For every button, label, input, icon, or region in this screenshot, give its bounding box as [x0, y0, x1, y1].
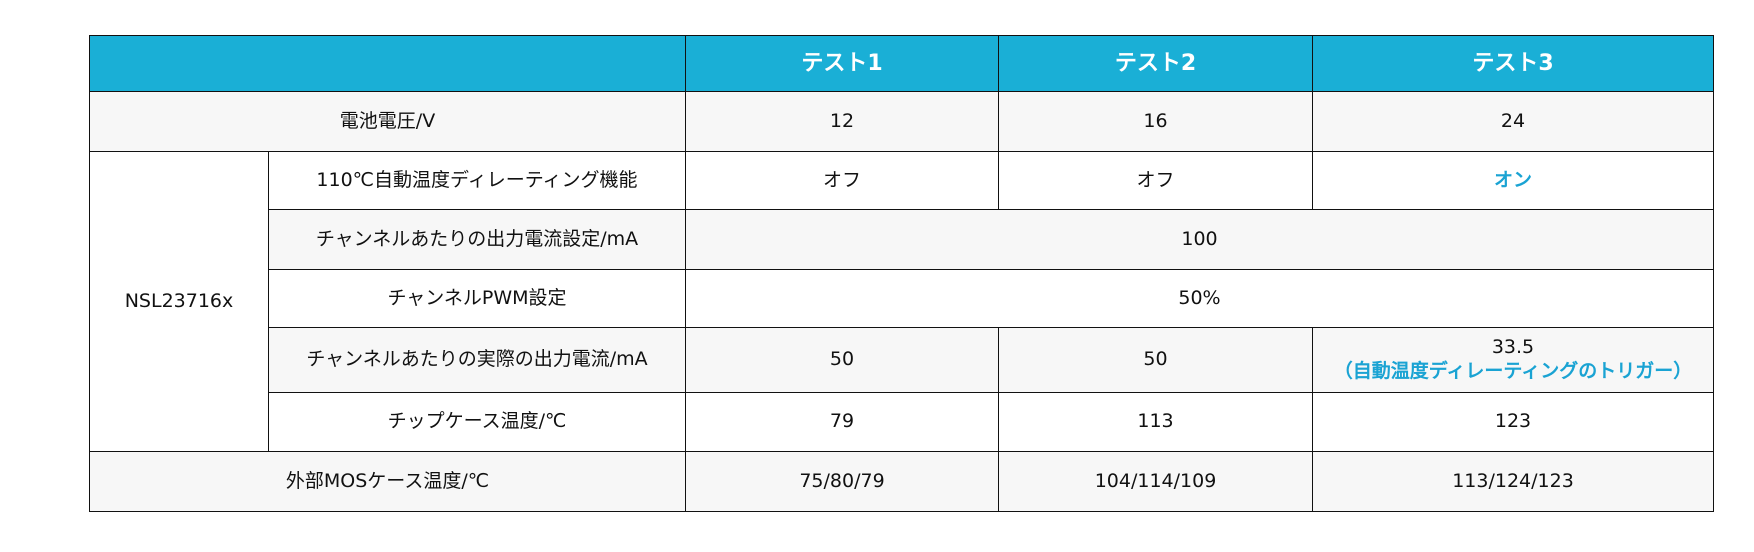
group-label: NSL23716x: [89, 151, 269, 452]
cell: 12: [685, 91, 999, 152]
cell: 113: [998, 392, 1313, 452]
row-label: チップケース温度/℃: [268, 392, 686, 452]
cell: オフ: [998, 151, 1313, 210]
cell: 50: [685, 327, 999, 393]
row-actual-current: チャンネルあたりの実際の出力電流/mA 50 50 33.5 （自動温度ディレー…: [90, 327, 1714, 393]
cell: 104/114/109: [998, 451, 1313, 512]
row-mos-temp: 外部MOSケース温度/℃ 75/80/79 104/114/109 113/12…: [89, 451, 1714, 512]
row-label: チャンネルあたりの実際の出力電流/mA: [268, 327, 686, 393]
row-label: チャンネルあたりの出力電流設定/mA: [268, 209, 686, 270]
cell: 16: [998, 91, 1313, 152]
row-chip-temp: チップケース温度/℃ 79 113 123: [90, 392, 1714, 452]
derating-trigger-note: （自動温度ディレーティングのトリガー）: [1333, 360, 1693, 382]
header-test2: テスト2: [998, 35, 1313, 92]
header-blank: [89, 35, 686, 92]
cell-on: オン: [1312, 151, 1714, 210]
header-test1: テスト1: [685, 35, 999, 92]
test-results-table: テスト1 テスト2 テスト3 電池電圧/V 12 16 24 NSL23716x…: [89, 35, 1714, 512]
cell: 79: [685, 392, 999, 452]
row-label: 電池電圧/V: [89, 91, 686, 152]
row-current-setting: チャンネルあたりの出力電流設定/mA 100: [90, 209, 1714, 270]
row-label: 110℃自動温度ディレーティング機能: [268, 151, 686, 210]
cell: 123: [1312, 392, 1714, 452]
row-derating: NSL23716x 110℃自動温度ディレーティング機能 オフ オフ オン: [89, 151, 1714, 452]
row-label: チャンネルPWM設定: [268, 269, 686, 328]
cell-value: 33.5: [1491, 336, 1535, 359]
cell: 113/124/123: [1312, 451, 1714, 512]
cell: 24: [1312, 91, 1714, 152]
cell: 50%: [685, 269, 1714, 328]
row-battery-voltage: 電池電圧/V 12 16 24: [89, 91, 1714, 152]
row-pwm-setting: チャンネルPWM設定 50%: [90, 269, 1714, 328]
row-label: 外部MOSケース温度/℃: [89, 451, 686, 512]
cell: オフ: [685, 151, 999, 210]
cell: 50: [998, 327, 1313, 393]
header-row: テスト1 テスト2 テスト3: [89, 35, 1714, 92]
cell: 75/80/79: [685, 451, 999, 512]
cell-actual-current-test3: 33.5 （自動温度ディレーティングのトリガー）: [1312, 327, 1714, 393]
cell: 100: [685, 209, 1714, 270]
header-test3: テスト3: [1312, 35, 1714, 92]
